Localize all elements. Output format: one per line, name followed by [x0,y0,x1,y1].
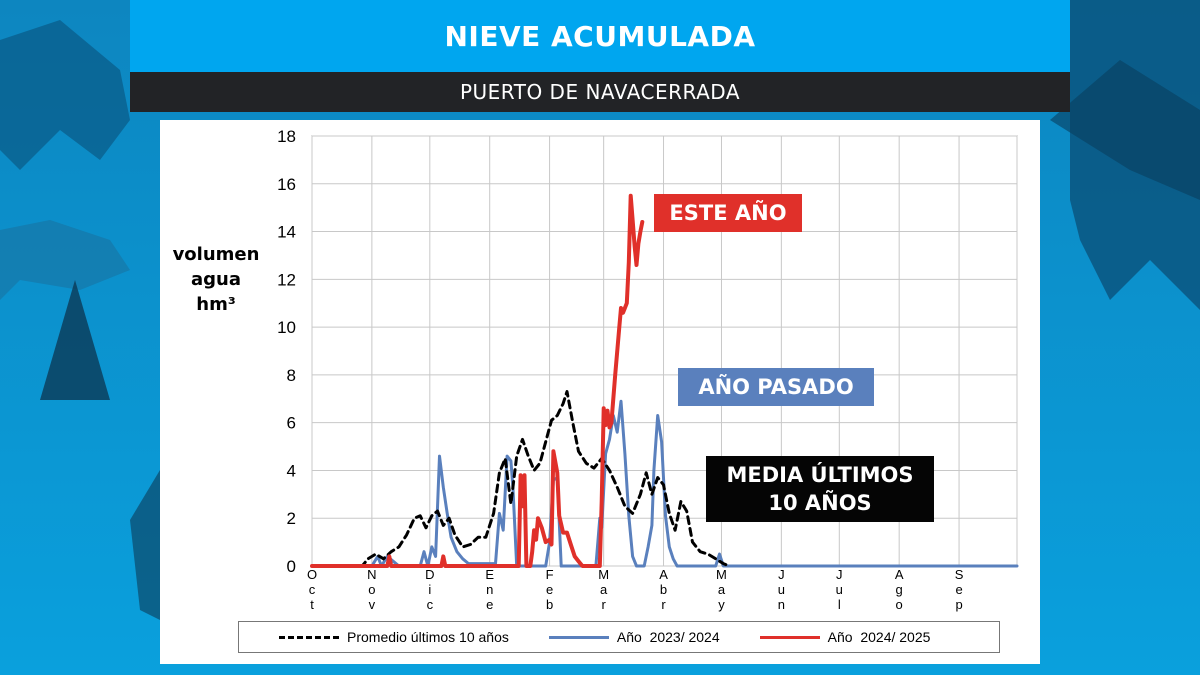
legend-item-2023: Año 2023/ 2024 [548,629,720,645]
legend-swatch-2024 [759,635,820,639]
y-axis-label: volumen agua hm³ [172,244,260,315]
title-bar: NIEVE ACUMULADA [130,0,1070,72]
chart-legend: Promedio últimos 10 años Año 2023/ 2024 … [238,621,1000,653]
series-line-2 [310,193,645,568]
y-tick-label: 8 [287,366,296,385]
legend-swatch-2023 [548,635,609,639]
legend-label-promedio: Promedio últimos 10 años [347,629,509,645]
legend-item-promedio: Promedio últimos 10 años [279,629,509,645]
y-tick-label: 18 [277,127,296,146]
legend-label-2023: Año 2023/ 2024 [616,629,720,645]
y-tick-label: 0 [287,557,296,576]
y-tick-label: 16 [277,175,296,194]
legend-item-2024: Año 2024/ 2025 [759,629,931,645]
legend-label-2024: Año 2024/ 2025 [827,629,931,645]
page-subtitle: PUERTO DE NAVACERRADA [459,80,741,104]
callout-media-text: MEDIA ÚLTIMOS 10 AÑOS [726,463,914,515]
y-tick-label: 14 [277,223,296,242]
callout-media: MEDIA ÚLTIMOS 10 AÑOS [706,456,934,522]
legend-swatch-promedio [279,635,339,639]
y-tick-label: 4 [287,461,296,480]
snow-chart: 0 2 4 6 8 10 12 14 16 18 O c t N o v D i c E n e F e b M a r A b r M a y J… [277,127,1019,612]
y-tick-label: 10 [277,318,296,337]
series-line-0 [310,390,731,568]
callout-este-ano: ESTE AÑO [654,194,802,232]
y-tick-label: 2 [287,509,296,528]
callout-ano-pasado: AÑO PASADO [678,368,874,406]
y-tick-label: 6 [287,414,296,433]
subtitle-bar: PUERTO DE NAVACERRADA [130,72,1070,112]
y-tick-label: 12 [277,270,296,289]
page-title: NIEVE ACUMULADA [444,19,756,53]
